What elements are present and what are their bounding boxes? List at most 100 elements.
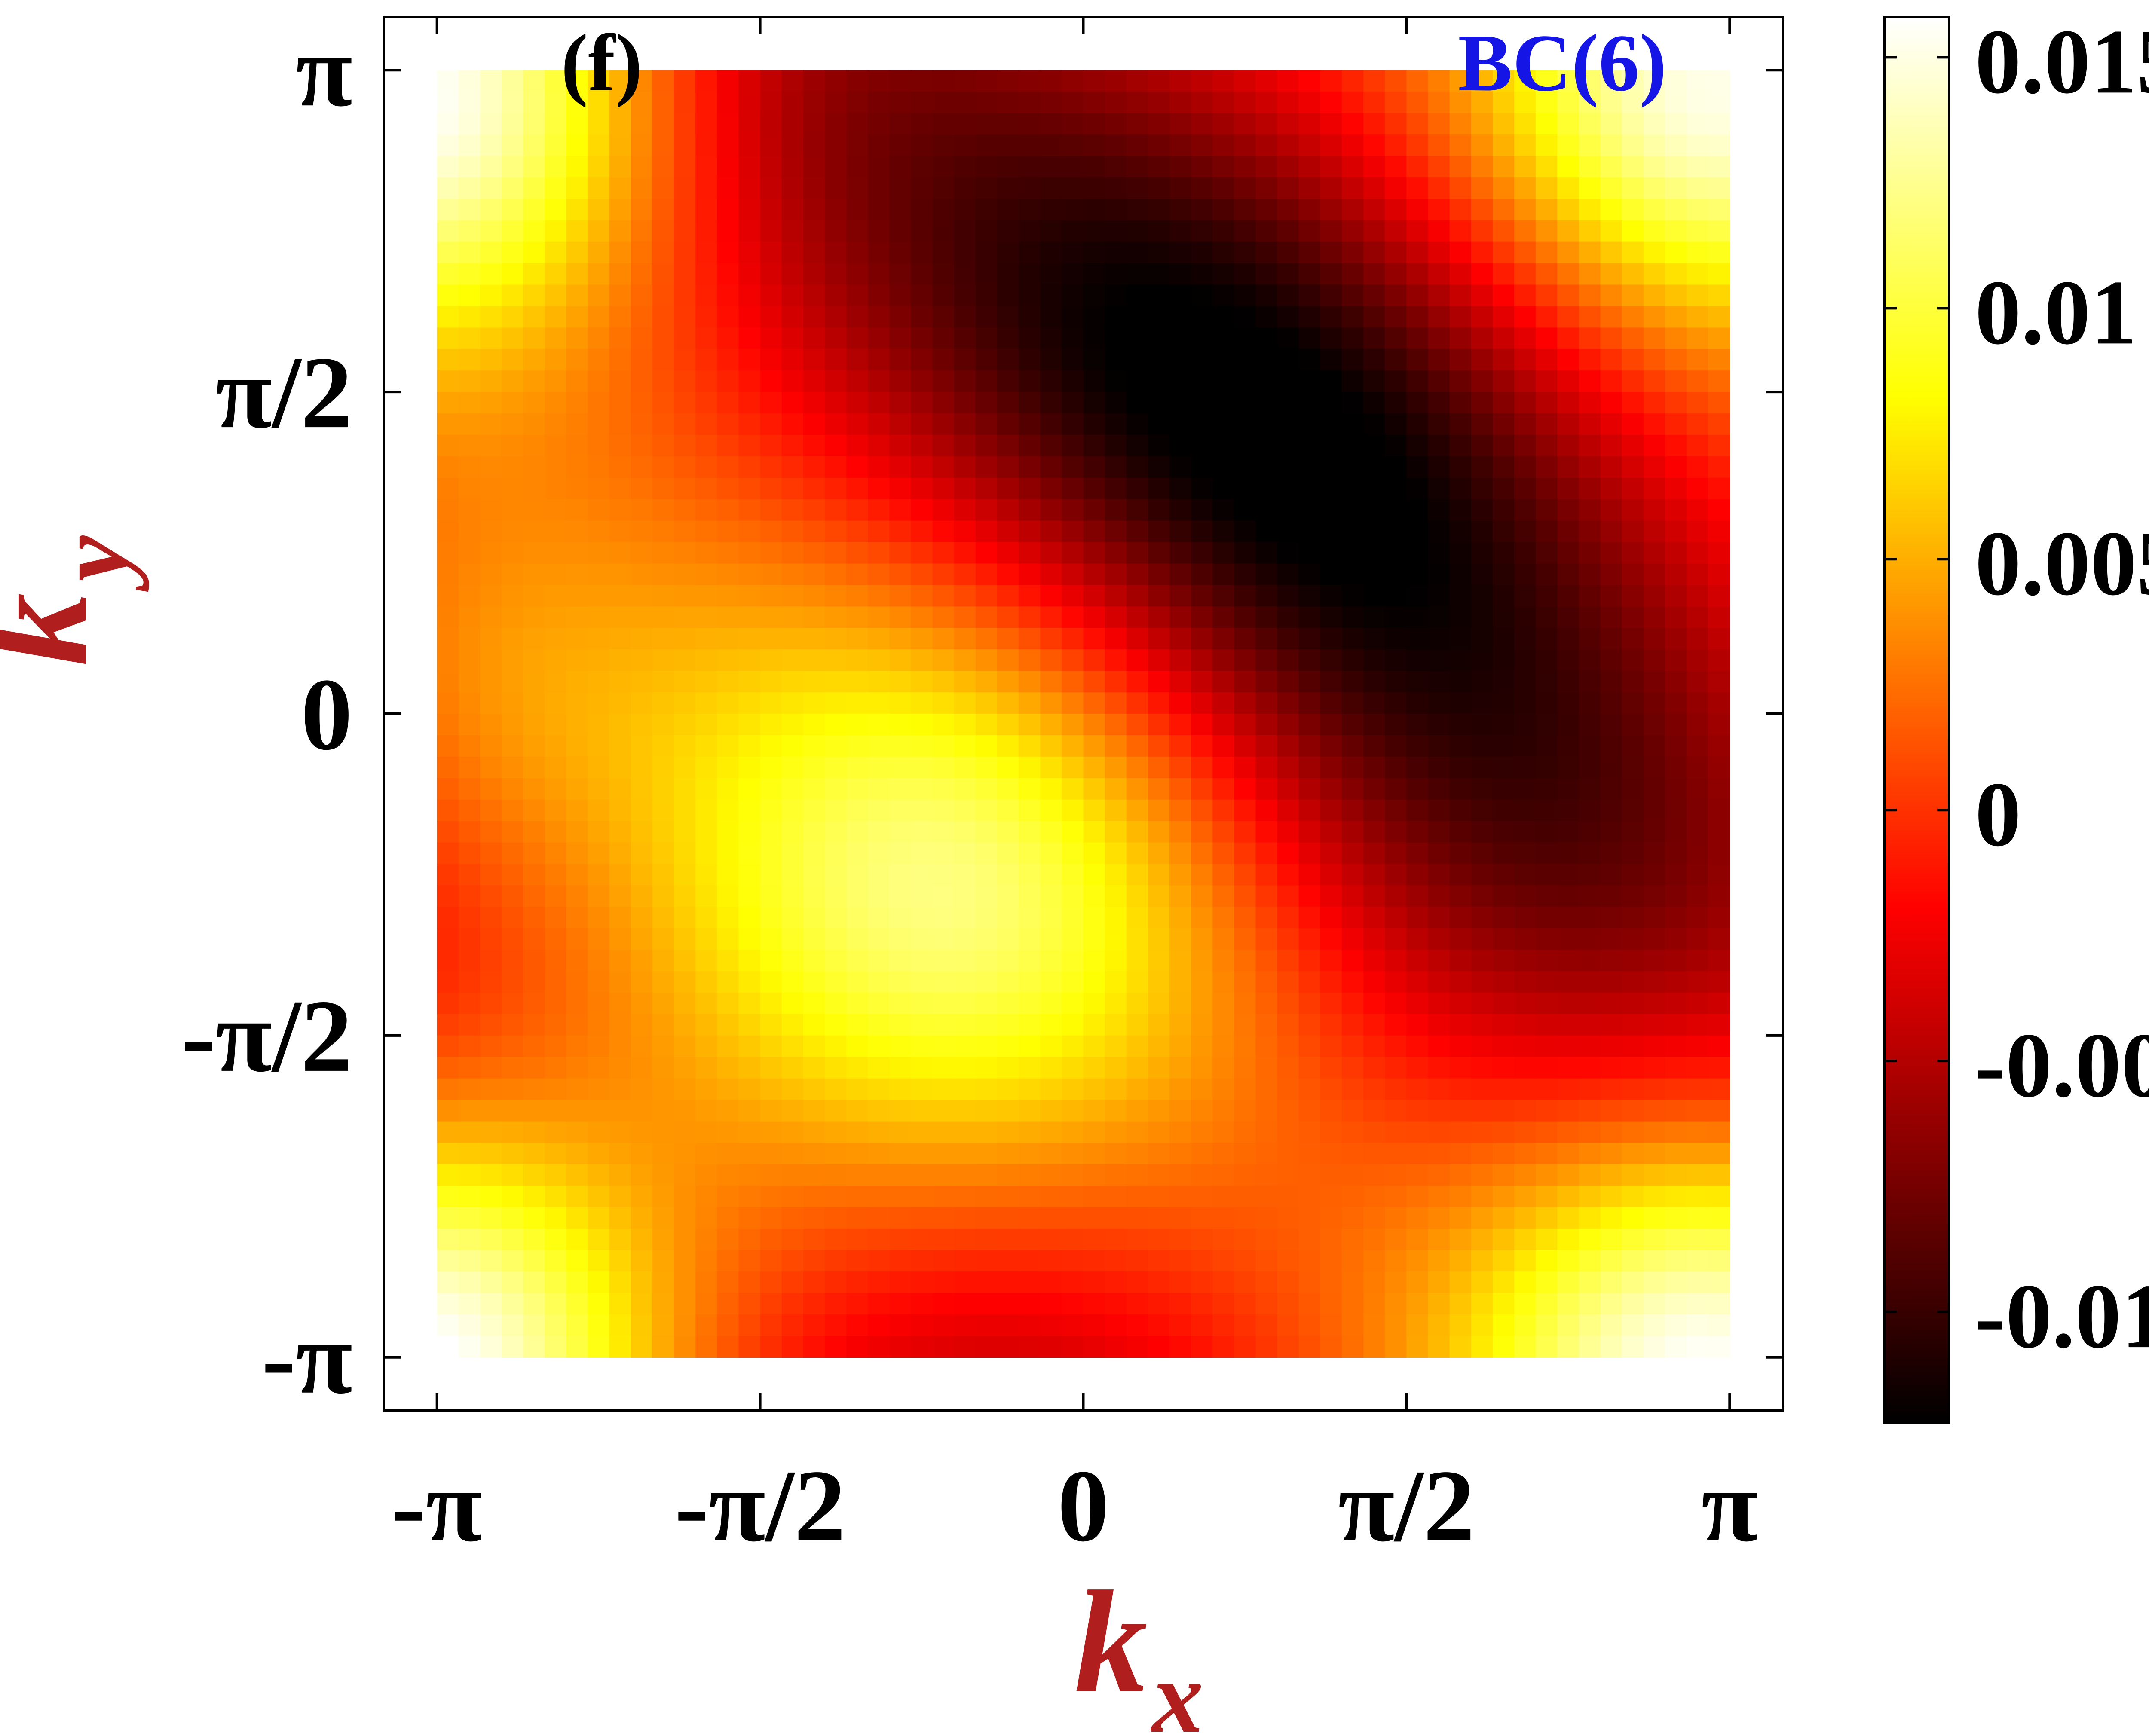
heatmap-cell xyxy=(1126,1078,1149,1100)
heatmap-cell xyxy=(1342,306,1364,328)
heatmap-cell xyxy=(1062,1057,1084,1079)
heatmap-cell xyxy=(1169,1293,1192,1315)
heatmap-cell xyxy=(1708,1078,1730,1100)
heatmap-cell xyxy=(1083,199,1105,221)
heatmap-cell xyxy=(760,671,782,693)
heatmap-cell xyxy=(803,885,826,908)
heatmap-cell xyxy=(717,606,739,629)
heatmap-cell xyxy=(954,263,977,285)
heatmap-cell xyxy=(717,649,739,672)
heatmap-cell xyxy=(1428,284,1450,307)
heatmap-cell xyxy=(1342,349,1364,371)
heatmap-cell xyxy=(889,1121,912,1143)
heatmap-cell xyxy=(954,778,977,800)
heatmap-cell xyxy=(1148,177,1170,199)
heatmap-cell xyxy=(695,928,718,951)
heatmap-cell xyxy=(824,1336,847,1358)
heatmap-cell xyxy=(868,907,890,929)
heatmap-cell xyxy=(1492,113,1515,135)
heatmap-cell xyxy=(695,413,718,436)
heatmap-cell xyxy=(1471,606,1494,629)
heatmap-cell xyxy=(1126,349,1149,371)
heatmap-cell xyxy=(781,778,804,800)
heatmap-cell xyxy=(674,199,696,221)
heatmap-cell xyxy=(932,950,955,972)
heatmap-cell xyxy=(1320,349,1343,371)
heatmap-cell xyxy=(781,1057,804,1079)
heatmap-cell xyxy=(1126,284,1149,307)
heatmap-cell xyxy=(803,1100,826,1122)
heatmap-cell xyxy=(1514,950,1537,972)
heatmap-cell xyxy=(868,199,890,221)
heatmap-cell xyxy=(480,263,502,285)
heatmap-cell xyxy=(1385,885,1407,908)
heatmap-cell xyxy=(1665,971,1687,993)
heatmap-cell xyxy=(1255,1143,1278,1165)
heatmap-cell xyxy=(911,477,933,500)
heatmap-cell xyxy=(824,950,847,972)
heatmap-cell xyxy=(1687,284,1709,307)
heatmap-cell xyxy=(1449,671,1472,693)
heatmap-cell xyxy=(760,563,782,586)
heatmap-cell xyxy=(1342,1057,1364,1079)
heatmap-cell xyxy=(652,220,675,242)
heatmap-cell xyxy=(1255,671,1278,693)
heatmap-cell xyxy=(1643,177,1666,199)
heatmap-cell xyxy=(1234,70,1256,92)
heatmap-cell xyxy=(1665,585,1687,607)
heatmap-cell xyxy=(1665,241,1687,264)
heatmap-cell xyxy=(1622,1314,1644,1337)
heatmap-cell xyxy=(1040,885,1062,908)
heatmap-cell xyxy=(1708,1314,1730,1337)
heatmap-cell xyxy=(1191,1186,1213,1208)
heatmap-cell xyxy=(523,392,545,414)
heatmap-cell xyxy=(1062,885,1084,908)
heatmap-cell xyxy=(760,1293,782,1315)
heatmap-cell xyxy=(458,542,481,564)
heatmap-cell xyxy=(566,1271,588,1294)
heatmap-cell xyxy=(609,413,632,436)
heatmap-cell xyxy=(1471,1078,1494,1100)
heatmap-cell xyxy=(1363,327,1386,350)
heatmap-cell xyxy=(437,671,459,693)
heatmap-cell xyxy=(1148,1293,1170,1315)
heatmap-cell xyxy=(609,1336,632,1358)
heatmap-cell xyxy=(824,392,847,414)
heatmap-cell xyxy=(1622,671,1644,693)
heatmap-cell xyxy=(717,477,739,500)
heatmap-cell xyxy=(1298,971,1321,993)
heatmap-cell xyxy=(846,1078,869,1100)
heatmap-cell xyxy=(954,799,977,822)
heatmap-cell xyxy=(1579,1014,1601,1036)
heatmap-cell xyxy=(1557,113,1580,135)
heatmap-cell xyxy=(868,434,890,457)
heatmap-cell xyxy=(1126,263,1149,285)
heatmap-cell xyxy=(997,456,1019,479)
heatmap-cell xyxy=(1471,1271,1494,1294)
heatmap-cell xyxy=(695,370,718,393)
y-tick-label: π/2 xyxy=(216,335,352,449)
heatmap-cell xyxy=(997,864,1019,886)
heatmap-cell xyxy=(868,735,890,758)
heatmap-cell xyxy=(631,735,653,758)
heatmap-cell xyxy=(1643,413,1666,436)
heatmap-cell xyxy=(1579,842,1601,865)
heatmap-cell xyxy=(566,370,588,393)
heatmap-cell xyxy=(631,284,653,307)
heatmap-cell xyxy=(781,92,804,114)
heatmap-cell xyxy=(1148,134,1170,157)
heatmap-cell xyxy=(1298,1057,1321,1079)
heatmap-cell xyxy=(695,499,718,521)
heatmap-cell xyxy=(1040,692,1062,715)
heatmap-cell xyxy=(1687,1164,1709,1186)
heatmap-cell xyxy=(1126,907,1149,929)
heatmap-cell xyxy=(1019,370,1041,393)
heatmap-cell xyxy=(1492,885,1515,908)
heatmap-cell xyxy=(1040,1314,1062,1337)
heatmap-cell xyxy=(954,241,977,264)
heatmap-cell xyxy=(1212,671,1235,693)
heatmap-cell xyxy=(1040,477,1062,500)
heatmap-cell xyxy=(738,284,761,307)
heatmap-cell xyxy=(1406,950,1429,972)
heatmap-cell xyxy=(458,971,481,993)
